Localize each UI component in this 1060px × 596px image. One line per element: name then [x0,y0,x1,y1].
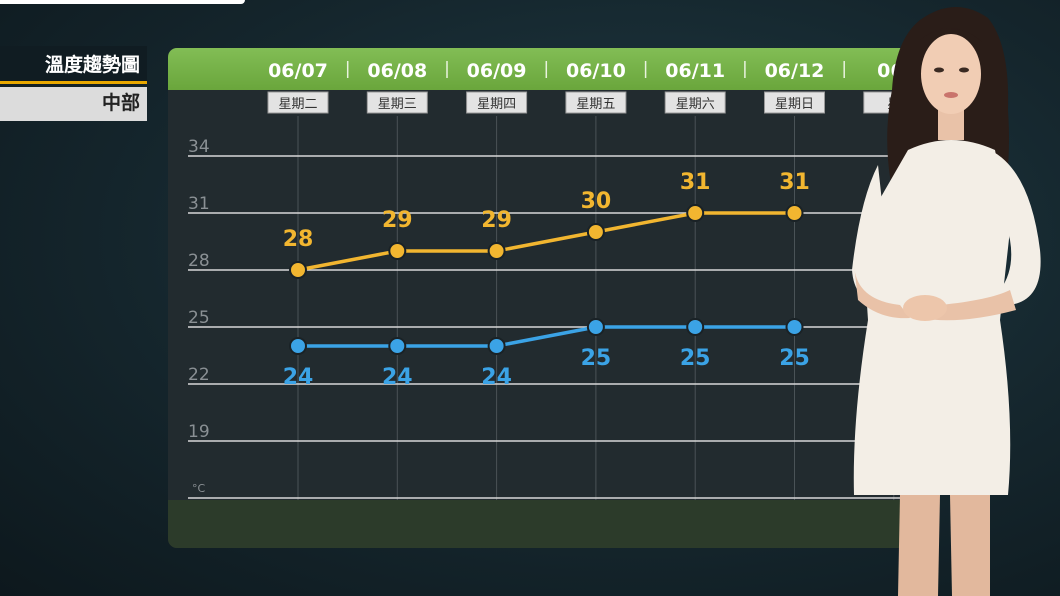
high-temp-point [686,204,705,222]
y-tick-label: 28 [188,251,210,271]
low-temp-value: 25 [680,346,711,371]
high-temp-point [487,242,506,260]
weekday-label: 星期日 [775,97,814,112]
high-temp-value: 29 [382,208,413,233]
weekday-box [664,91,726,114]
high-temp-value: 30 [581,189,612,214]
weekday-label: 星期五 [576,97,615,112]
y-tick-label: 19 [188,422,210,442]
high-temp-point [785,204,804,222]
date-label: 06/07 [268,60,328,82]
high-temp-value: 29 [481,208,512,233]
y-tick-label: 31 [188,194,210,214]
weekday-label: 星期六 [676,97,715,112]
high-temp-value: 31 [779,170,810,195]
weekday-label: 星期三 [378,97,417,112]
low-temp-value: 25 [581,346,612,371]
date-header [168,48,910,90]
high-temp-point [586,223,605,241]
chart-title: 溫度趨勢圖 [0,46,147,84]
low-temp-value: 24 [481,365,512,390]
high-temp-value: 28 [283,227,314,252]
chart-footer [168,500,910,548]
low-temp-value: 25 [779,346,810,371]
date-label: 06/08 [367,60,427,82]
temperature-chart: 34 31 28 25 22 19 °C 06/07 星期二 06/08 星期三 06/09 星期四 06… [188,60,910,500]
low-temp-line [298,325,795,348]
weekday-box [764,91,825,114]
low-temp-point [586,318,605,336]
high-temp-line [297,211,795,272]
weekday-box [366,91,428,114]
presenter-figure [852,6,1041,596]
low-temp-point [686,318,705,336]
weekday-box [466,91,528,114]
high-temp-point [289,261,307,279]
weekday-label: 星期二 [278,97,317,112]
region-label: 中部 [0,87,147,121]
low-temp-point [487,337,506,355]
low-temp-point [388,337,407,355]
weekday-label: 星期四 [477,97,516,112]
weekday-box [267,91,329,114]
low-temp-point [289,337,307,355]
weekday-box [565,91,627,114]
high-temp-point [388,242,407,260]
top-strip [0,0,245,4]
low-temp-value: 24 [283,365,314,390]
date-label: 06/11 [665,60,725,82]
date-label: 06/12 [765,60,825,82]
date-label: 06/10 [566,60,626,82]
y-tick-label: 25 [188,308,210,328]
low-temp-value: 24 [382,365,413,390]
chart-panel: 34 31 28 25 22 19 °C 06/07 星期二 06/08 星期三 06/09 星期四 06… [168,48,910,548]
y-tick-label: 34 [188,137,210,157]
y-tick-label: 22 [188,365,210,385]
unit-label: °C [192,482,206,495]
date-label: 06/09 [467,60,527,82]
low-temp-point [785,318,804,336]
high-temp-value: 31 [680,170,711,195]
